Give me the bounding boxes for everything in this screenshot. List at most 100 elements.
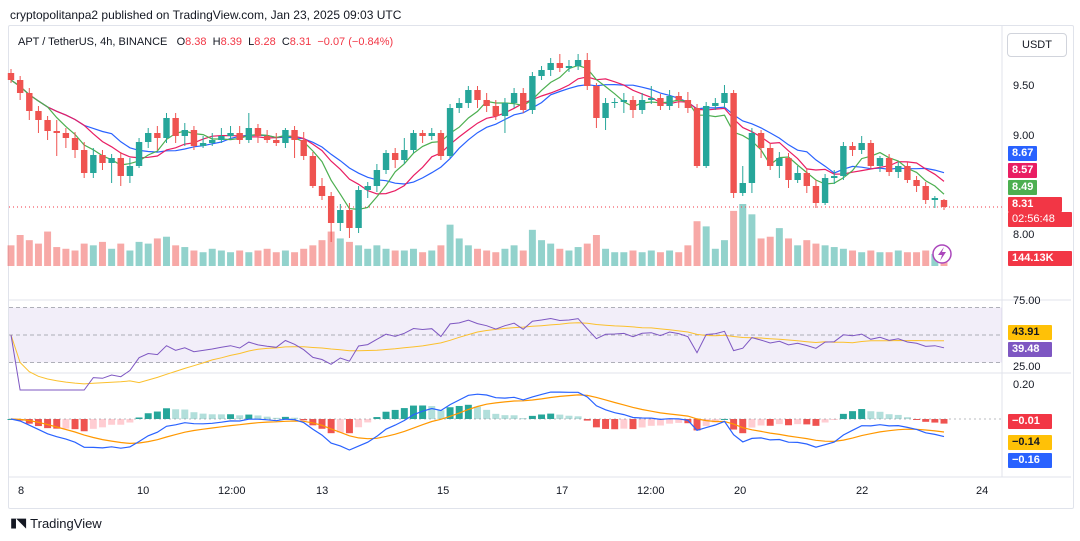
candle-body bbox=[702, 106, 710, 166]
volume-bar bbox=[803, 240, 811, 266]
volume-bar bbox=[684, 245, 692, 266]
macd-hist-bar bbox=[611, 419, 619, 430]
volume-bar bbox=[291, 252, 299, 266]
macd-hist-bar bbox=[821, 419, 829, 423]
candle-body bbox=[757, 133, 765, 148]
macd-hist-bar bbox=[391, 409, 399, 419]
time-tick: 12:00 bbox=[637, 485, 665, 497]
volume-bar bbox=[98, 241, 106, 266]
currency-button[interactable]: USDT bbox=[1007, 33, 1067, 57]
candle-body bbox=[410, 133, 417, 150]
candle-body bbox=[638, 100, 646, 110]
candle-body bbox=[456, 103, 463, 108]
volume-bar bbox=[547, 243, 555, 266]
macd-hist-bar bbox=[876, 411, 884, 419]
candle-body bbox=[483, 100, 490, 106]
candle-body bbox=[684, 100, 692, 108]
candle-body bbox=[520, 93, 527, 110]
macd-hist-bar bbox=[830, 419, 838, 420]
candle-body bbox=[538, 70, 545, 76]
candle-body bbox=[510, 93, 518, 103]
candle-body bbox=[181, 130, 188, 136]
candle-body bbox=[492, 106, 499, 116]
candle-body bbox=[712, 103, 719, 106]
macd-hist-bar bbox=[464, 404, 472, 419]
ma-red-tag: 8.57 bbox=[1008, 163, 1038, 178]
macd-hist-bar bbox=[583, 419, 591, 421]
macd-hist-bar bbox=[62, 419, 70, 429]
macd-hist-bar bbox=[208, 414, 216, 419]
macd-hist-bar bbox=[592, 419, 600, 428]
open-label: O bbox=[176, 36, 186, 48]
candle-body bbox=[584, 60, 591, 86]
macd-hist-bar bbox=[519, 418, 527, 420]
candle-body bbox=[117, 158, 124, 176]
candle-body bbox=[565, 66, 573, 68]
macd-hist-bar bbox=[190, 412, 198, 419]
candle-body bbox=[895, 166, 902, 172]
macd-hist-bar bbox=[794, 419, 802, 425]
macd-hist-bar bbox=[812, 419, 820, 426]
volume-bar bbox=[739, 204, 747, 266]
ma-blue-line bbox=[10, 79, 945, 185]
candle-body bbox=[885, 158, 893, 172]
volume-bar bbox=[876, 252, 884, 266]
macd-hist-bar bbox=[25, 419, 33, 424]
symbol-name[interactable]: APT / TetherUS, 4h, BINANCE bbox=[18, 36, 168, 48]
volume-bar bbox=[437, 245, 445, 266]
candle-body bbox=[337, 210, 344, 223]
macd-hist-bar bbox=[135, 417, 143, 419]
candle-body bbox=[263, 136, 271, 140]
macd-hist-bar bbox=[785, 419, 792, 426]
time-tick: 20 bbox=[734, 485, 747, 497]
macd-hist-bar bbox=[227, 414, 235, 419]
volume-bar bbox=[144, 243, 152, 266]
footer-brand: ▮◥ TradingView bbox=[10, 515, 102, 531]
time-tick: 13 bbox=[316, 485, 329, 497]
volume-bar bbox=[318, 240, 326, 266]
candle-body bbox=[657, 98, 664, 106]
macd-hist-bar bbox=[620, 419, 628, 429]
macd-hist-bar bbox=[355, 419, 363, 428]
high-label: H bbox=[212, 36, 221, 48]
macd-hist-bar bbox=[538, 414, 546, 419]
macd-hist-bar bbox=[98, 419, 106, 428]
volume-bar bbox=[355, 245, 363, 266]
volume-bar bbox=[172, 245, 180, 266]
macd-hist-bar bbox=[757, 419, 765, 426]
volume-bar bbox=[583, 243, 591, 266]
candle-body bbox=[876, 158, 884, 166]
macd-hist-bar bbox=[53, 419, 61, 429]
candle-body bbox=[794, 173, 801, 180]
volume-bar bbox=[666, 250, 674, 266]
candle-body bbox=[126, 166, 134, 176]
macd-hist-bar bbox=[272, 417, 280, 419]
countdown-tag: 02:56:48 bbox=[1008, 212, 1072, 227]
macd-hist-bar bbox=[153, 411, 161, 419]
macd-hist-bar bbox=[80, 419, 88, 432]
volume-bar bbox=[53, 247, 61, 266]
volume-bar bbox=[483, 250, 491, 266]
macd-hist-bar bbox=[638, 419, 646, 428]
candle-body bbox=[721, 93, 728, 103]
ma-red-line bbox=[10, 76, 945, 195]
volume-bar bbox=[464, 245, 472, 266]
volume-bar bbox=[227, 252, 235, 266]
candle-body bbox=[35, 111, 42, 120]
candle-body bbox=[748, 133, 756, 183]
macd-hist-bar bbox=[720, 418, 728, 420]
volume-bar bbox=[153, 238, 161, 266]
price-tick-950: 9.50 bbox=[1013, 80, 1035, 92]
macd-hist-bar bbox=[894, 414, 902, 419]
candle-body bbox=[401, 150, 408, 160]
macd-hist-bar bbox=[236, 415, 244, 419]
volume-bar bbox=[382, 248, 390, 266]
candle-body bbox=[99, 155, 106, 163]
candle-body bbox=[26, 93, 33, 111]
price-tick-900: 9.00 bbox=[1013, 130, 1035, 142]
candle-body bbox=[291, 130, 298, 140]
candle-body bbox=[108, 158, 115, 163]
candle-body bbox=[90, 155, 97, 173]
volume-bar bbox=[711, 248, 719, 266]
